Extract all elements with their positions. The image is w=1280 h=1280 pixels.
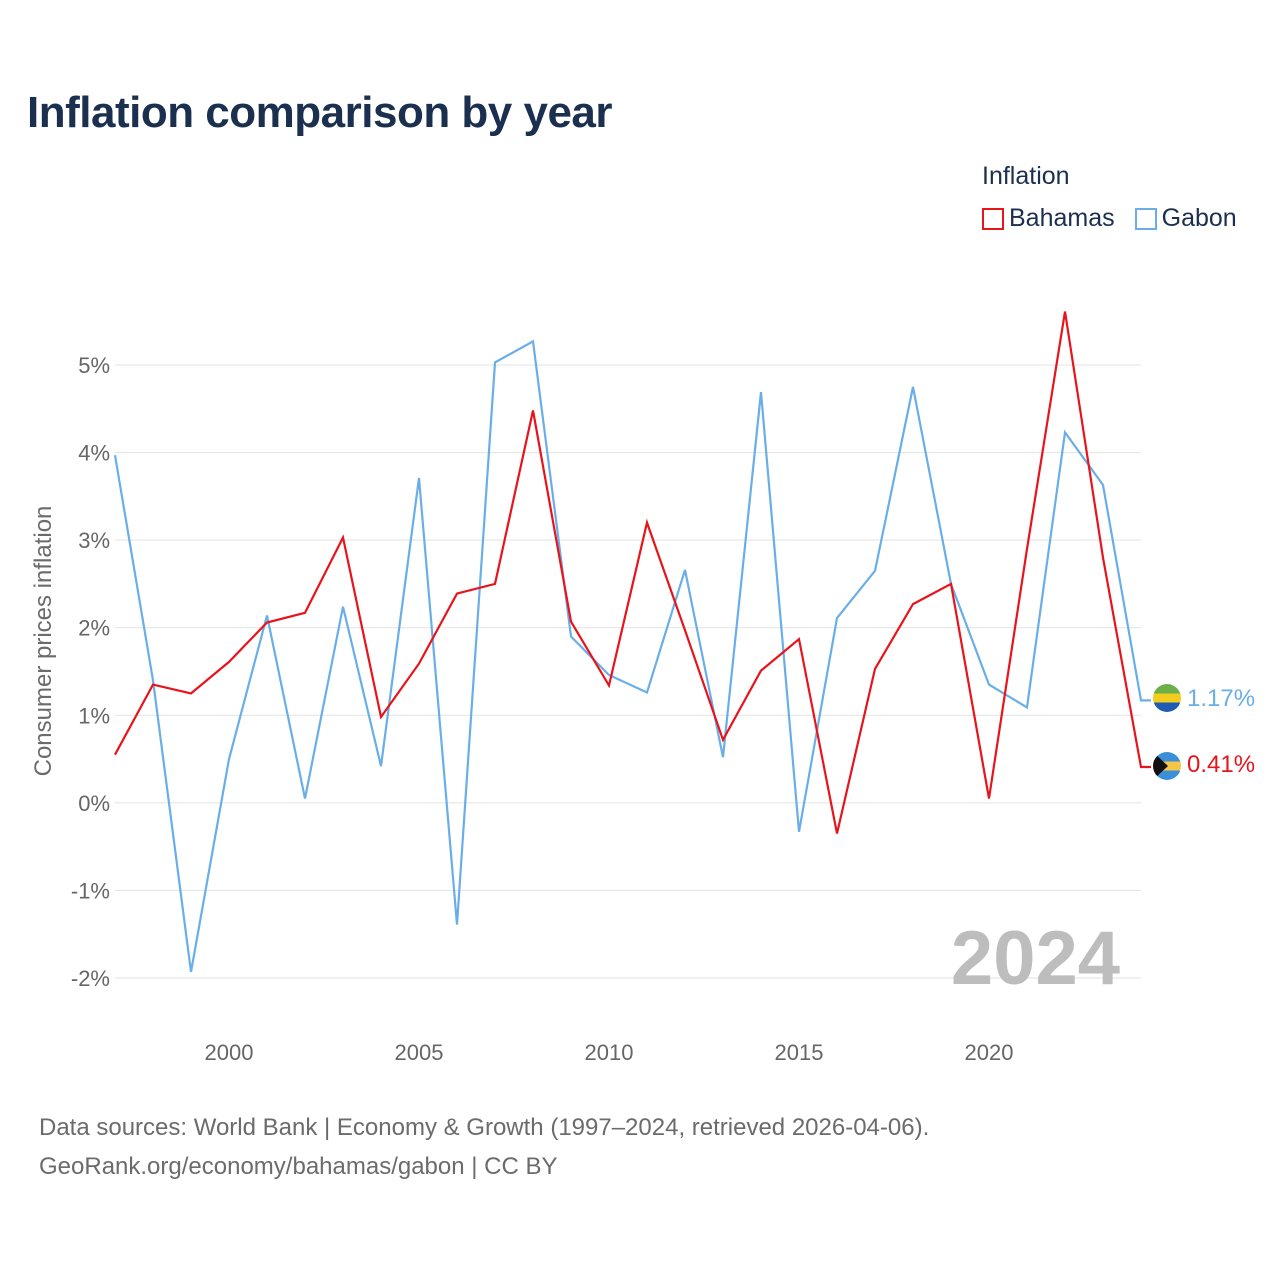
end-label-gabon: 1.17% <box>1187 685 1255 712</box>
gridlines <box>115 364 1141 979</box>
y-tick-label: 2% <box>78 616 110 641</box>
y-tick-label: 5% <box>78 353 110 378</box>
flag-bahamas-icon <box>1153 752 1181 780</box>
y-axis-label: Consumer prices inflation <box>30 506 57 777</box>
y-tick-label: 4% <box>78 441 110 466</box>
x-tick-label: 2000 <box>205 1040 254 1065</box>
series-line-bahamas[interactable] <box>114 311 1151 834</box>
source-note: Data sources: World Bank | Economy & Gro… <box>39 1108 929 1186</box>
y-axis-ticks: -2% -1% 0% 1% 2% 3% 4% 5% <box>71 353 110 991</box>
x-tick-label: 2015 <box>775 1040 824 1065</box>
legend-label-gabon: Gabon <box>1161 204 1237 232</box>
y-tick-label: 0% <box>78 791 110 816</box>
legend-item-gabon[interactable]: Gabon <box>1134 204 1237 233</box>
legend-title: Inflation <box>982 162 1070 190</box>
chart-title: Inflation comparison by year <box>27 88 613 137</box>
x-tick-label: 2005 <box>395 1040 444 1065</box>
legend-swatch-bahamas <box>982 207 1004 230</box>
source-line-1: Data sources: World Bank | Economy & Gro… <box>39 1114 930 1141</box>
end-label-bahamas: 0.41% <box>1187 751 1255 778</box>
x-tick-label: 2020 <box>965 1040 1014 1065</box>
legend-label-bahamas: Bahamas <box>1009 204 1115 232</box>
x-tick-label: 2010 <box>585 1040 634 1065</box>
x-axis-ticks: 2000 2005 2010 2015 2020 <box>205 1040 1014 1065</box>
y-tick-label: -1% <box>71 878 110 903</box>
y-tick-label: 1% <box>78 703 110 728</box>
line-chart: -2%-1%0%1%2%3%4%5% 2000 2005 2010 2015 2020 … <box>30 311 1255 1065</box>
series-lines <box>113 311 1151 973</box>
flag-gabon-icon <box>1153 684 1181 712</box>
y-tick-label: 3% <box>78 528 110 553</box>
legend: Bahamas Gabon <box>982 204 1237 233</box>
source-line-2: GeoRank.org/economy/bahamas/gabon | CC B… <box>39 1153 558 1180</box>
y-tick-label: -2% <box>71 966 110 991</box>
legend-item-bahamas[interactable]: Bahamas <box>982 204 1115 233</box>
end-labels: 1.17% 0.41% <box>1153 684 1255 780</box>
legend-swatch-gabon <box>1134 207 1157 230</box>
series-line-gabon[interactable] <box>113 339 1151 973</box>
year-annotation: 2024 <box>951 916 1120 1001</box>
